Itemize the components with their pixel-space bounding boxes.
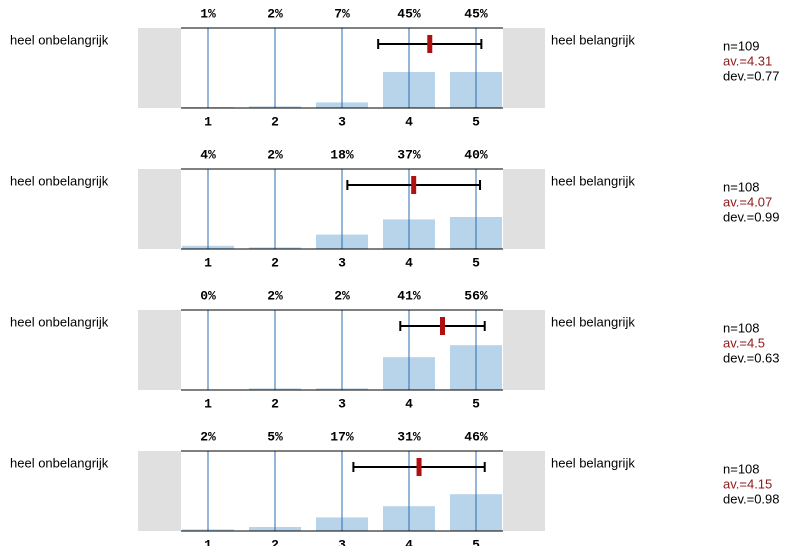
value-label: 40% bbox=[464, 147, 488, 162]
value-label: 45% bbox=[464, 6, 488, 21]
right-label: heel belangrijk bbox=[551, 32, 635, 47]
value-label: 1% bbox=[200, 6, 216, 21]
x-tick-label: 4 bbox=[405, 396, 413, 411]
value-label: 18% bbox=[330, 147, 354, 162]
x-tick-label: 3 bbox=[338, 114, 346, 129]
value-label: 41% bbox=[397, 288, 421, 303]
x-tick-label: 3 bbox=[338, 537, 346, 546]
right-box bbox=[503, 169, 545, 249]
x-tick-label: 2 bbox=[271, 537, 279, 546]
left-box bbox=[138, 169, 181, 249]
right-box bbox=[503, 28, 545, 108]
value-label: 2% bbox=[267, 6, 283, 21]
value-label: 2% bbox=[334, 288, 350, 303]
left-label: heel onbelangrijk bbox=[10, 173, 109, 188]
value-label: 46% bbox=[464, 429, 488, 444]
left-label: heel onbelangrijk bbox=[10, 32, 109, 47]
stat-n: n=108 bbox=[723, 461, 760, 476]
x-tick-label: 5 bbox=[472, 114, 480, 129]
x-tick-label: 5 bbox=[472, 396, 480, 411]
x-tick-label: 1 bbox=[204, 396, 212, 411]
value-label: 45% bbox=[397, 6, 421, 21]
left-box bbox=[138, 451, 181, 531]
left-label: heel onbelangrijk bbox=[10, 455, 109, 470]
x-tick-label: 4 bbox=[405, 255, 413, 270]
x-tick-label: 2 bbox=[271, 396, 279, 411]
value-label: 17% bbox=[330, 429, 354, 444]
right-box bbox=[503, 451, 545, 531]
left-box bbox=[138, 28, 181, 108]
x-tick-label: 2 bbox=[271, 114, 279, 129]
stat-mean: av.=4.31 bbox=[723, 53, 772, 68]
value-label: 2% bbox=[267, 147, 283, 162]
stat-dev: dev.=0.98 bbox=[723, 491, 780, 506]
stat-dev: dev.=0.63 bbox=[723, 350, 780, 365]
x-tick-label: 3 bbox=[338, 396, 346, 411]
stat-n: n=108 bbox=[723, 179, 760, 194]
value-label: 2% bbox=[267, 288, 283, 303]
x-tick-label: 1 bbox=[204, 537, 212, 546]
x-tick-label: 1 bbox=[204, 114, 212, 129]
x-tick-label: 3 bbox=[338, 255, 346, 270]
value-label: 7% bbox=[334, 6, 350, 21]
mean-marker bbox=[440, 317, 445, 335]
value-label: 37% bbox=[397, 147, 421, 162]
value-label: 4% bbox=[200, 147, 216, 162]
stat-n: n=109 bbox=[723, 38, 760, 53]
stat-n: n=108 bbox=[723, 320, 760, 335]
right-box bbox=[503, 310, 545, 390]
right-label: heel belangrijk bbox=[551, 455, 635, 470]
left-label: heel onbelangrijk bbox=[10, 314, 109, 329]
value-label: 5% bbox=[267, 429, 283, 444]
mean-marker bbox=[416, 458, 422, 476]
x-tick-label: 2 bbox=[271, 255, 279, 270]
value-label: 56% bbox=[464, 288, 488, 303]
x-tick-label: 4 bbox=[405, 537, 413, 546]
x-tick-label: 4 bbox=[405, 114, 413, 129]
value-label: 31% bbox=[397, 429, 421, 444]
stat-dev: dev.=0.99 bbox=[723, 209, 780, 224]
x-tick-label: 1 bbox=[204, 255, 212, 270]
left-box bbox=[138, 310, 181, 390]
value-label: 2% bbox=[200, 429, 216, 444]
value-label: 0% bbox=[200, 288, 216, 303]
stat-mean: av.=4.07 bbox=[723, 194, 772, 209]
x-tick-label: 5 bbox=[472, 537, 480, 546]
right-label: heel belangrijk bbox=[551, 173, 635, 188]
mean-marker bbox=[411, 176, 417, 194]
stat-mean: av.=4.5 bbox=[723, 335, 765, 350]
mean-marker bbox=[427, 35, 433, 53]
stat-dev: dev.=0.77 bbox=[723, 68, 780, 83]
stat-mean: av.=4.15 bbox=[723, 476, 772, 491]
right-label: heel belangrijk bbox=[551, 314, 635, 329]
x-tick-label: 5 bbox=[472, 255, 480, 270]
